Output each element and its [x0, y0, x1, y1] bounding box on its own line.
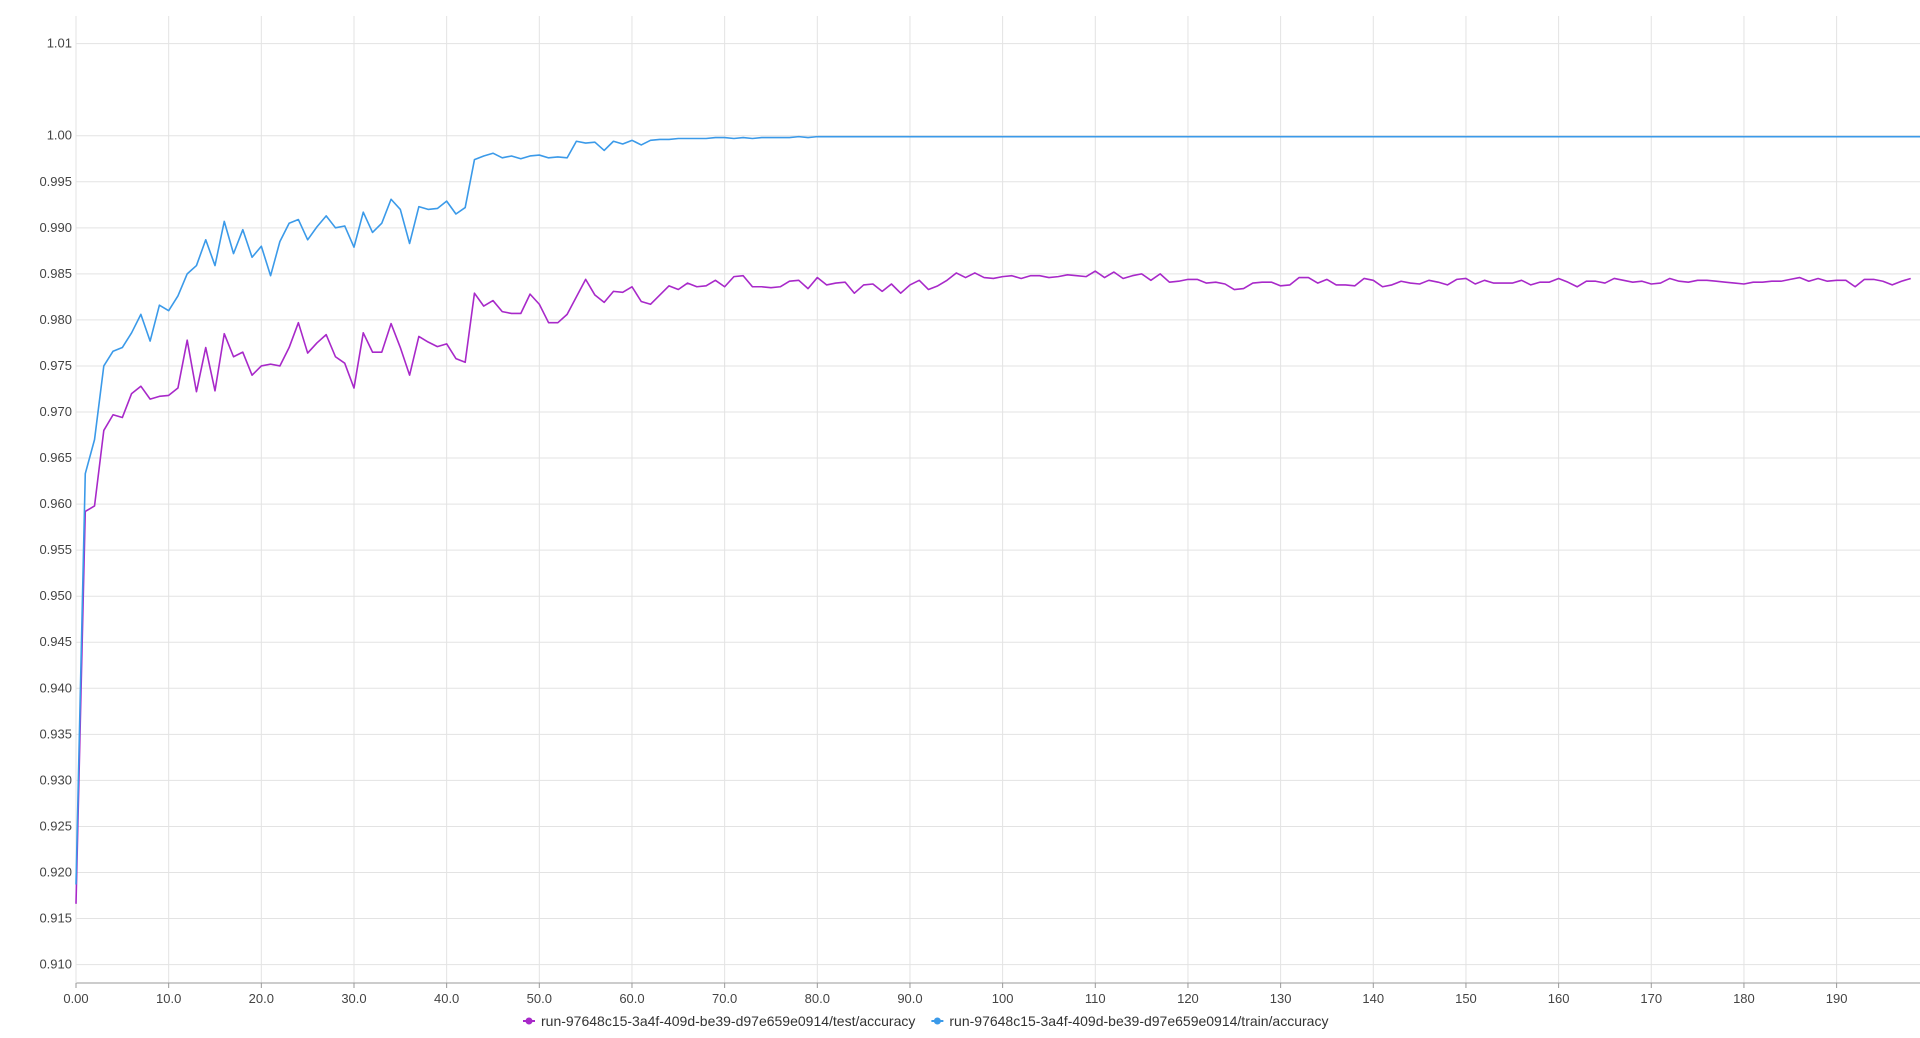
x-tick-label: 90.0: [897, 991, 922, 1006]
train-accuracy-series-line: [75, 135, 1920, 885]
y-tick-label: 0.925: [39, 818, 72, 833]
x-tick-label: 80.0: [805, 991, 830, 1006]
series-lines: [75, 135, 1920, 904]
y-tick-label: 0.915: [39, 911, 72, 926]
y-tick-label: 0.980: [39, 312, 72, 327]
y-tick-label: 0.960: [39, 496, 72, 511]
test-accuracy-series-line: [75, 270, 1911, 904]
legend-item-test-accuracy[interactable]: run-97648c15-3a4f-409d-be39-d97e659e0914…: [523, 1013, 915, 1029]
x-tick-label: 20.0: [249, 991, 274, 1006]
x-tick-label: 170: [1640, 991, 1662, 1006]
legend-swatch-dot: [933, 1017, 941, 1025]
x-tick-label: 130: [1270, 991, 1292, 1006]
axes: 0.910 0.915 0.920 0.925 0.930 0.935 0.940 0.945…: [39, 16, 1920, 1006]
grid-lines: [75, 16, 1920, 983]
x-tick-label: 100: [992, 991, 1014, 1006]
x-tick-label: 0.00: [63, 991, 88, 1006]
x-tick-label: 160: [1548, 991, 1570, 1006]
y-tick-label: 0.910: [39, 957, 72, 972]
x-tick-label: 190: [1826, 991, 1848, 1006]
y-tick-label: 1.00: [47, 128, 72, 143]
y-tick-label: 0.930: [39, 772, 72, 787]
y-tick-label: 0.920: [39, 864, 72, 879]
x-tick-label: 150: [1455, 991, 1477, 1006]
legend-label: run-97648c15-3a4f-409d-be39-d97e659e0914…: [541, 1013, 915, 1029]
x-tick-label: 30.0: [341, 991, 366, 1006]
legend-item-train-accuracy[interactable]: run-97648c15-3a4f-409d-be39-d97e659e0914…: [931, 1013, 1328, 1029]
x-tick-label: 110: [1085, 991, 1106, 1006]
legend: run-97648c15-3a4f-409d-be39-d97e659e0914…: [523, 1013, 1328, 1029]
y-tick-label: 0.985: [39, 266, 72, 281]
y-tick-label: 0.955: [39, 542, 72, 557]
y-tick-label: 1.01: [47, 36, 72, 51]
x-tick-label: 10.0: [156, 991, 181, 1006]
y-tick-label: 0.945: [39, 634, 72, 649]
x-tick-label: 60.0: [619, 991, 644, 1006]
x-tick-label: 70.0: [712, 991, 737, 1006]
x-tick-label: 140: [1362, 991, 1384, 1006]
y-tick-label: 0.965: [39, 450, 72, 465]
y-tick-label: 0.995: [39, 174, 72, 189]
legend-swatch-dot: [525, 1017, 533, 1025]
y-tick-label: 0.935: [39, 726, 72, 741]
y-tick-label: 0.990: [39, 220, 72, 235]
x-tick-label: 50.0: [527, 991, 552, 1006]
x-tick-label: 180: [1733, 991, 1755, 1006]
x-tick-label: 40.0: [434, 991, 459, 1006]
y-tick-label: 0.975: [39, 358, 72, 373]
y-tick-label: 0.940: [39, 680, 72, 695]
y-tick-label: 0.950: [39, 588, 72, 603]
x-tick-label: 120: [1177, 991, 1199, 1006]
y-tick-label: 0.970: [39, 404, 72, 419]
legend-label: run-97648c15-3a4f-409d-be39-d97e659e0914…: [949, 1013, 1328, 1029]
